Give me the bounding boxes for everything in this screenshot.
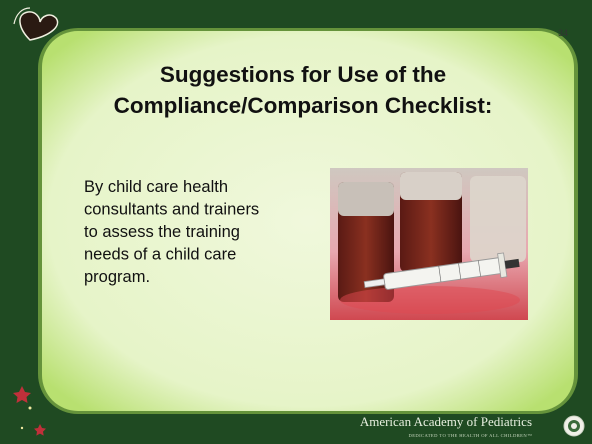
footer-tagline: DEDICATED TO THE HEALTH OF ALL CHILDREN™	[408, 433, 532, 438]
body-line: program.	[84, 268, 150, 286]
body-line: to assess the training	[84, 223, 240, 241]
body-line: needs of a child care	[84, 246, 236, 264]
logo	[564, 416, 584, 436]
footer-organization: American Academy of Pediatrics	[360, 414, 532, 429]
slide-number: 34	[558, 28, 568, 38]
photo	[330, 168, 528, 320]
slide: 34 Suggestions for Use of the Compliance…	[0, 0, 592, 444]
slide-title: Suggestions for Use of the	[160, 62, 446, 87]
slide-title: Compliance/Comparison Checklist:	[114, 93, 493, 118]
body-line: By child care health	[84, 178, 228, 196]
body-line: consultants and trainers	[84, 201, 259, 219]
page: {"slide_number": "34", "title": {"line1"…	[0, 0, 592, 444]
